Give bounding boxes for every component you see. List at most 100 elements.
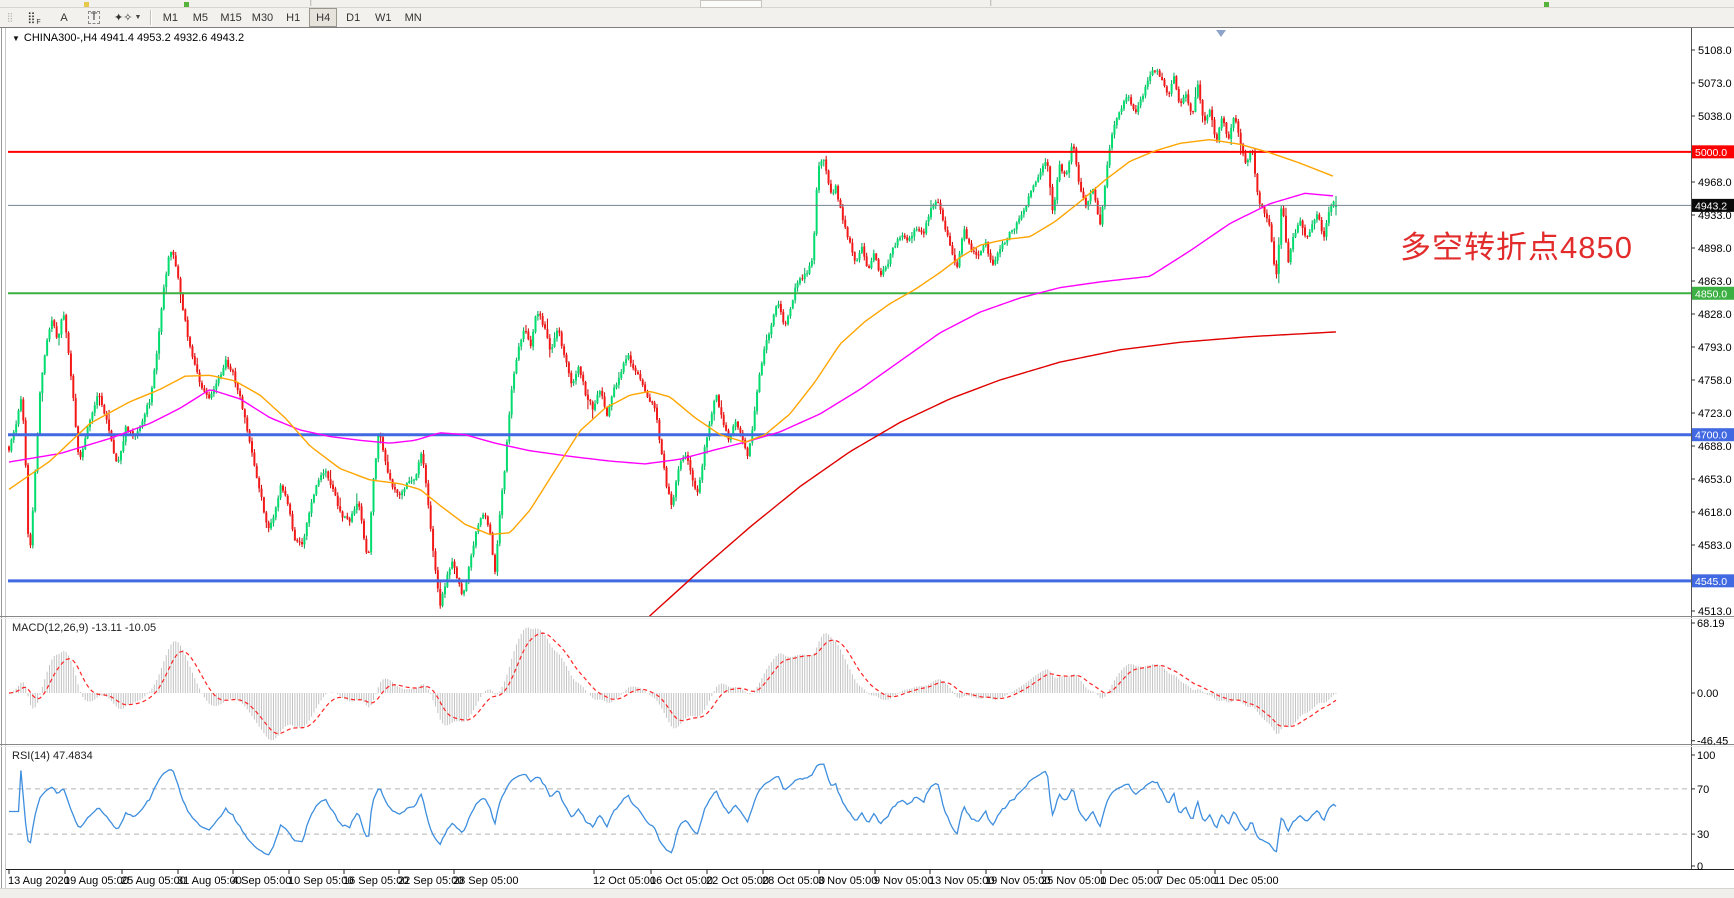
- timeframe-m1-button[interactable]: M1: [162, 11, 179, 24]
- timeframe-h1-button[interactable]: H1: [286, 11, 301, 24]
- objects-arrows-tool[interactable]: ✦✧ ▼: [114, 12, 142, 24]
- price-badge-text: 4545.0: [1695, 576, 1727, 588]
- price-badge-text: 4943.2: [1695, 200, 1727, 212]
- macd-histogram: [10, 627, 1337, 741]
- price-axis[interactable]: [1691, 28, 1734, 869]
- chart-canvas[interactable]: 5108.0 5073.0 5038.0 4968.0 4933.0 4898.0 4863…: [0, 27, 1734, 898]
- time-label: 13 Nov 05:00: [929, 875, 994, 887]
- time-label: 22 Oct 05:00: [706, 875, 769, 887]
- time-label: 28 Oct 05:00: [762, 875, 825, 887]
- time-label: 19 Aug 05:00: [64, 875, 129, 887]
- chart-window: 5108.0 5073.0 5038.0 4968.0 4933.0 4898.0 4863…: [0, 27, 1734, 898]
- timeframe-h4-button[interactable]: H4: [309, 8, 338, 27]
- chart-shift-marker-icon[interactable]: [1216, 30, 1226, 37]
- rsi-group: [8, 763, 1691, 856]
- toolbar-separator: [310, 0, 312, 6]
- price-tick-label: 5073.0: [1698, 78, 1732, 90]
- fast-ma-line: [8, 138, 1334, 536]
- time-label: 9 Nov 05:00: [874, 875, 933, 887]
- up-candle-bodies: [10, 70, 1337, 606]
- price-badge-text: 5000.0: [1695, 147, 1727, 159]
- time-label: 25 Aug 05:00: [121, 875, 186, 887]
- price-tick-label: 5038.0: [1698, 111, 1732, 123]
- price-tick-label: 4758.0: [1698, 375, 1732, 387]
- timeframe-group: M1 M5 M15 M30 H1 H4 D1 W1 MN: [155, 8, 428, 27]
- time-label: 31 Aug 05:00: [177, 875, 242, 887]
- toolbar-divider: [150, 10, 152, 25]
- chart-title-text: CHINA300-,H4 4941.4 4953.2 4932.6 4943.2: [23, 32, 245, 44]
- price-tick-label: 4653.0: [1698, 474, 1732, 486]
- price-badge-4943.2: 4943.2: [1692, 198, 1734, 212]
- rsi-axis-label: 70: [1697, 784, 1709, 796]
- time-label: 1 Dec 05:00: [1100, 875, 1159, 887]
- text-box-tool[interactable]: T: [80, 8, 108, 27]
- time-label: 25 Nov 05:00: [1041, 875, 1106, 887]
- price-tick-label: 4723.0: [1698, 408, 1732, 420]
- timeframe-mn-button[interactable]: MN: [404, 11, 422, 24]
- time-label: 28 Sep 05:00: [453, 875, 518, 887]
- green-indicator-dot: [1544, 2, 1549, 7]
- main-panel-group: [8, 66, 1691, 616]
- grid-dots-tool[interactable]: ⣿ F: [27, 12, 41, 26]
- macd-axis-label: 68.19: [1697, 618, 1725, 630]
- timeframe-d1-button[interactable]: D1: [346, 11, 361, 24]
- time-label: 4 Sep 05:00: [232, 875, 291, 887]
- slow-ma-line: [648, 331, 1337, 616]
- down-candle-bodies: [8, 70, 1326, 606]
- price-tick-label: 4863.0: [1698, 276, 1732, 288]
- macd-indicator-label: MACD(12,26,9) -13.11 -10.05: [12, 622, 157, 634]
- price-tick-label: 4898.0: [1698, 243, 1732, 255]
- price-badge-4545.0: 4545.0: [1692, 574, 1734, 588]
- upper-toolbar-strip: [0, 0, 1734, 8]
- price-badge-5000.0: 5000.0: [1692, 145, 1734, 159]
- medium-ma-line: [8, 192, 1334, 465]
- time-label: 11 Dec 05:00: [1214, 875, 1279, 887]
- price-tick-label: 4618.0: [1698, 507, 1732, 519]
- price-badge-4700.0: 4700.0: [1692, 428, 1734, 442]
- macd-panel[interactable]: [8, 620, 1691, 744]
- toolbar-separator: [990, 0, 992, 6]
- time-label: 10 Sep 05:00: [288, 875, 353, 887]
- rsi-axis-label: 100: [1697, 750, 1715, 762]
- rsi-panel[interactable]: [8, 748, 1691, 868]
- rsi-axis-label: 30: [1697, 829, 1709, 841]
- price-tick-label: 4968.0: [1698, 177, 1732, 189]
- time-label: 13 Aug 2020: [8, 875, 70, 887]
- time-label: 3 Nov 05:00: [818, 875, 877, 887]
- chart-title: ▼ CHINA300-,H4 4941.4 4953.2 4932.6 4943.…: [12, 32, 244, 44]
- yellow-indicator-dot: [84, 2, 89, 7]
- macd-axis-label: -46.45: [1697, 736, 1728, 748]
- price-badge-text: 4700.0: [1695, 430, 1727, 442]
- green-indicator-dot: [184, 2, 189, 7]
- timeframe-w1-button[interactable]: W1: [374, 11, 392, 24]
- time-label: 16 Oct 05:00: [650, 875, 713, 887]
- price-tick-label: 4828.0: [1698, 309, 1732, 321]
- timeframe-m30-button[interactable]: M30: [251, 11, 274, 24]
- chart-annotation-text[interactable]: 多空转折点4850: [1400, 230, 1633, 265]
- toolbar-grip-handle[interactable]: ⣿: [6, 12, 14, 22]
- rsi-indicator-label: RSI(14) 47.4834: [12, 750, 93, 762]
- macd-axis-label: 0.00: [1697, 688, 1718, 700]
- timeframe-m5-button[interactable]: M5: [192, 11, 209, 24]
- macd-signal-line: [8, 632, 1337, 735]
- toolbar: ⣿ ⣿ F A T ✦✧ ▼ M1 M5 M15 M30 H1 H4 D1 W1 MN: [0, 8, 1734, 28]
- text-label-tool[interactable]: A: [60, 11, 68, 24]
- drawing-tools-group: ⣿ F A T ✦✧ ▼: [19, 8, 146, 27]
- price-tick-label: 4688.0: [1698, 441, 1732, 453]
- time-axis[interactable]: [0, 869, 1691, 888]
- time-label: 16 Sep 05:00: [343, 875, 408, 887]
- price-badge-4850.0: 4850.0: [1692, 286, 1734, 300]
- price-badge-text: 4850.0: [1695, 288, 1727, 300]
- toolbar-box: [700, 0, 762, 8]
- time-label: 19 Nov 05:00: [985, 875, 1050, 887]
- time-label: 12 Oct 05:00: [593, 875, 656, 887]
- rsi-line: [9, 763, 1337, 856]
- price-chart-plot-area[interactable]: [8, 28, 1691, 616]
- price-tick-label: 5108.0: [1698, 45, 1732, 57]
- symbol-dropdown-icon[interactable]: ▼: [12, 34, 20, 43]
- status-strip: [0, 888, 1734, 898]
- rsi-axis-label: 0: [1697, 861, 1703, 873]
- price-tick-label: 4513.0: [1698, 606, 1732, 618]
- timeframe-m15-button[interactable]: M15: [220, 11, 242, 24]
